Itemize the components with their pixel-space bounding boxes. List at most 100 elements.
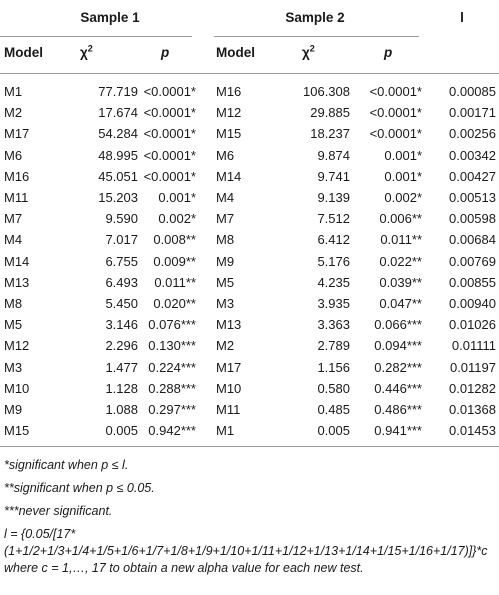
model-cell: M16	[216, 84, 242, 99]
model-cell: M13	[4, 274, 30, 290]
chi2-cell: 1.088	[105, 402, 138, 417]
p-cell: 0.039**	[379, 274, 422, 290]
sample2-header: Sample 2	[285, 10, 345, 25]
note-l-formula: l = {0.05/[17*(1+1/2+1/3+1/4+1/5+1/6+1/7…	[4, 527, 488, 575]
model-cell: M8	[216, 232, 235, 248]
p-cell: 0.002*	[158, 211, 196, 227]
chi2-cell: 5.176	[317, 253, 350, 269]
chi2-cell: 6.412	[317, 232, 350, 248]
l-cell: 0.00085	[449, 84, 496, 99]
p-cell: 0.446***	[374, 380, 422, 396]
model-cell: M14	[4, 253, 30, 269]
model-cell: M10	[4, 380, 30, 396]
p-cell: <0.0001*	[143, 147, 196, 163]
model-cell: M3	[4, 359, 23, 375]
l-cell: 0.01453	[449, 423, 496, 439]
model-cell: M17	[216, 359, 242, 375]
p-cell: 0.066***	[374, 317, 422, 333]
p-cell: <0.0001*	[143, 105, 196, 121]
p-cell: 0.006**	[379, 211, 422, 227]
model-cell: M11	[4, 190, 29, 205]
chi2-cell: 1.477	[105, 359, 138, 375]
l-cell: 0.00598	[449, 211, 496, 227]
l-cell: 0.00855	[449, 274, 496, 290]
chi2-cell: 54.284	[98, 126, 138, 142]
model-cell: M2	[216, 338, 235, 354]
p-cell: 0.009**	[153, 253, 196, 269]
l-cell: 0.00342	[449, 147, 496, 163]
chi2-cell: 48.995	[98, 147, 138, 163]
chi2-cell: 1.156	[317, 359, 350, 375]
model-cell: M9	[4, 402, 23, 417]
chi2-cell: 4.235	[317, 274, 350, 290]
p-cell: <0.0001*	[143, 84, 196, 99]
table-notes: *significant when p ≤ l. **significant w…	[4, 457, 496, 583]
model-cell: M11	[216, 402, 241, 417]
sample2-rule	[214, 36, 419, 37]
p-cell: 0.022**	[379, 253, 422, 269]
chi2-cell: 6.755	[105, 253, 138, 269]
model-cell: M15	[4, 423, 30, 439]
p-cell: <0.0001*	[143, 168, 196, 184]
l-cell: 0.01282	[449, 380, 496, 396]
model-cell: M1	[4, 84, 23, 99]
model-cell: M17	[4, 126, 30, 142]
p-cell: 0.011**	[380, 232, 422, 248]
p-col-header-1: p	[161, 45, 170, 60]
chi2-cell: 5.450	[105, 296, 138, 311]
model-cell: M13	[216, 317, 242, 333]
chi2-cell: 7.512	[317, 211, 350, 227]
sample1-header: Sample 1	[80, 10, 140, 25]
p-cell: 0.297***	[148, 402, 196, 417]
chi2-cell: 9.874	[317, 147, 350, 163]
chi2-cell: 3.363	[317, 317, 350, 333]
model-cell: M12	[216, 105, 242, 121]
l-cell: 0.00171	[449, 105, 496, 121]
model-cell: M12	[4, 338, 30, 354]
p-cell: 0.288***	[148, 380, 196, 396]
p-cell: <0.0001*	[369, 84, 422, 99]
p-cell: 0.008**	[153, 232, 196, 248]
l-header: l	[460, 10, 464, 25]
p-cell: 0.282***	[374, 359, 422, 375]
p-cell: 0.130***	[148, 338, 196, 354]
p-cell: 0.076***	[148, 317, 196, 333]
model-cell: M6	[216, 147, 235, 163]
model-cell: M6	[4, 147, 23, 163]
p-cell: <0.0001*	[369, 105, 422, 121]
note-significant-005: **significant when p ≤ 0.05.	[4, 481, 155, 495]
model-cell: M4	[4, 232, 23, 248]
p-cell: 0.001*	[384, 168, 422, 184]
model-cell: M16	[4, 168, 30, 184]
chi2-cell: 3.146	[105, 317, 138, 333]
l-cell: 0.00427	[449, 168, 496, 184]
model-cell: M1	[216, 423, 235, 439]
chi2-cell: 9.590	[105, 211, 138, 227]
chi2-cell: 1.128	[105, 380, 138, 396]
chi2-cell: 17.674	[98, 105, 138, 121]
bottom-rule	[0, 446, 499, 447]
l-cell: 0.00513	[449, 190, 496, 205]
l-cell: 0.00940	[449, 296, 496, 311]
chi2-cell: 9.741	[317, 168, 350, 184]
chi2-cell: 18.237	[310, 126, 350, 142]
p-cell: 0.002*	[384, 190, 422, 205]
p-cell: 0.011**	[154, 274, 196, 290]
l-cell: 0.00256	[449, 126, 496, 142]
p-cell: <0.0001*	[143, 126, 196, 142]
model-cell: M14	[216, 168, 242, 184]
chi2-cell: 0.485	[317, 402, 350, 417]
model-cell: M9	[216, 253, 235, 269]
p-cell: 0.001*	[158, 190, 196, 205]
header-rule	[0, 73, 499, 74]
l-cell: 0.00684	[449, 232, 496, 248]
chi2-cell: 2.296	[105, 338, 138, 354]
model-cell: M4	[216, 190, 235, 205]
note-significant-l: *significant when p ≤ l.	[4, 458, 129, 472]
model-col-header-1: Model	[4, 45, 43, 60]
l-cell: 0.01368	[449, 402, 496, 417]
note-never-significant: ***never significant.	[4, 504, 113, 518]
model-cell: M10	[216, 380, 242, 396]
model-cell: M15	[216, 126, 242, 142]
chi-col-header-2: χ2	[302, 43, 315, 60]
